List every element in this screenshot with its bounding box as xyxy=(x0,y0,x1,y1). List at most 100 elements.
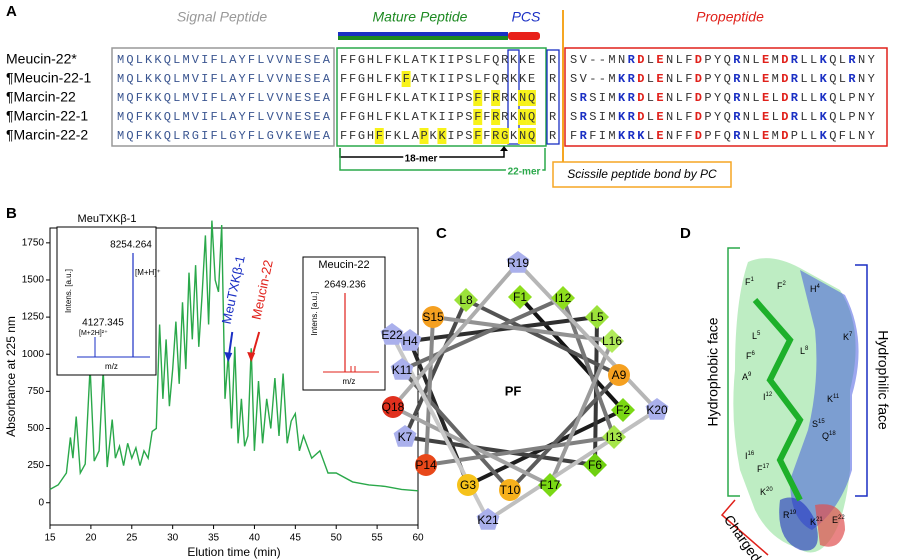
residue-letter: L xyxy=(752,331,757,341)
residue-letter: F xyxy=(746,351,752,361)
residue-label: E22 xyxy=(381,328,403,342)
residue-label: E22 xyxy=(832,515,845,526)
residue-letter: F xyxy=(745,277,751,287)
bar xyxy=(508,32,540,40)
residue xyxy=(393,425,417,447)
header: PCS xyxy=(512,9,541,25)
residue-label: H4 xyxy=(402,334,418,348)
residue-number: 15 xyxy=(818,419,825,425)
residue-label: L8 xyxy=(459,293,473,307)
inset-ylabel: Intens. [a.u.] xyxy=(310,291,319,335)
wheel-link xyxy=(391,261,520,409)
box xyxy=(111,47,335,147)
x-tick-label: 25 xyxy=(126,533,138,544)
annotation: Meucin-22 xyxy=(248,259,275,321)
residue-label: K20 xyxy=(760,487,773,498)
residue xyxy=(611,398,635,422)
row-name: ¶Meucin-22-1 xyxy=(6,70,92,86)
backbone xyxy=(752,298,804,502)
residue xyxy=(583,453,607,477)
arrow-head xyxy=(247,352,256,362)
wheel-link xyxy=(404,435,596,467)
surface xyxy=(790,270,859,530)
residue xyxy=(551,286,575,310)
residue xyxy=(600,329,624,353)
residue-letter: F xyxy=(777,281,783,291)
x-tick-label: 50 xyxy=(331,533,343,544)
highlight xyxy=(526,109,536,125)
y-tick-label: 750 xyxy=(27,386,44,397)
residue-letter: E xyxy=(832,515,838,525)
residue-number: 5 xyxy=(757,331,761,337)
residue-letter: L xyxy=(800,346,805,356)
sequence: R xyxy=(549,72,556,86)
residue xyxy=(608,364,630,386)
residue xyxy=(390,358,414,380)
x-tick-label: 45 xyxy=(290,533,302,544)
bracket xyxy=(727,247,740,497)
header: Propeptide xyxy=(696,9,764,25)
inset-frame xyxy=(302,256,386,391)
residue-label: F1 xyxy=(513,290,527,304)
residue xyxy=(398,329,422,351)
x-tick-label: 35 xyxy=(208,533,220,544)
residue-label: L16 xyxy=(602,334,622,348)
highlight xyxy=(473,109,483,125)
face-label: Hydrophilic face xyxy=(875,330,891,430)
ion-label: [M+H]⁺ xyxy=(135,268,161,277)
wheel-link xyxy=(548,340,614,486)
highlight xyxy=(500,128,510,144)
residue-letter: I xyxy=(763,392,766,402)
row-name: ¶Marcin-22-2 xyxy=(6,127,88,143)
residue-letter: K xyxy=(810,517,816,527)
residue-label: K21 xyxy=(477,513,499,527)
residue-letter: I xyxy=(745,451,748,461)
residue-letter: K xyxy=(760,487,766,497)
panel-label: A xyxy=(6,3,17,20)
residue-number: 18 xyxy=(829,431,836,437)
bracket-label: 22-mer xyxy=(508,167,541,178)
y-tick-label: 0 xyxy=(38,497,44,508)
x-tick-label: 15 xyxy=(44,533,56,544)
x-tick-label: 40 xyxy=(249,533,261,544)
residue xyxy=(382,396,404,418)
residue-label: I12 xyxy=(555,291,572,305)
residue xyxy=(380,323,404,345)
y-axis-label: Absorbance at 225 nm xyxy=(4,316,18,437)
residue-label: K7 xyxy=(398,430,413,444)
residue xyxy=(499,479,521,501)
residue-label: F2 xyxy=(616,403,630,417)
x-tick-label: 30 xyxy=(167,533,179,544)
residue-label: H4 xyxy=(810,284,821,295)
residue-letter: K xyxy=(843,332,849,342)
residue-label: P14 xyxy=(415,458,437,472)
y-tick-label: 1000 xyxy=(22,349,45,360)
residue-number: 12 xyxy=(766,392,773,398)
highlight xyxy=(437,128,447,144)
residue-number: 8 xyxy=(805,346,809,352)
peak-label: 8254.264 xyxy=(110,240,152,251)
bracket xyxy=(720,499,769,556)
highlight xyxy=(518,109,527,125)
note: Scissile peptide bond by PC xyxy=(567,167,717,181)
bar xyxy=(338,32,508,36)
bar xyxy=(338,36,508,40)
residue-label: K11 xyxy=(392,363,413,377)
residue-label: F2 xyxy=(777,281,787,292)
peak-label: 2649.236 xyxy=(324,280,366,291)
residue-label: T10 xyxy=(500,483,521,497)
sequence: R xyxy=(549,53,556,67)
residue-number: 21 xyxy=(816,517,823,523)
residue-number: 20 xyxy=(766,487,773,493)
wheel-center: PF xyxy=(505,383,522,398)
peak-label: 4127.345 xyxy=(82,318,124,329)
residue-number: 1 xyxy=(751,277,755,283)
